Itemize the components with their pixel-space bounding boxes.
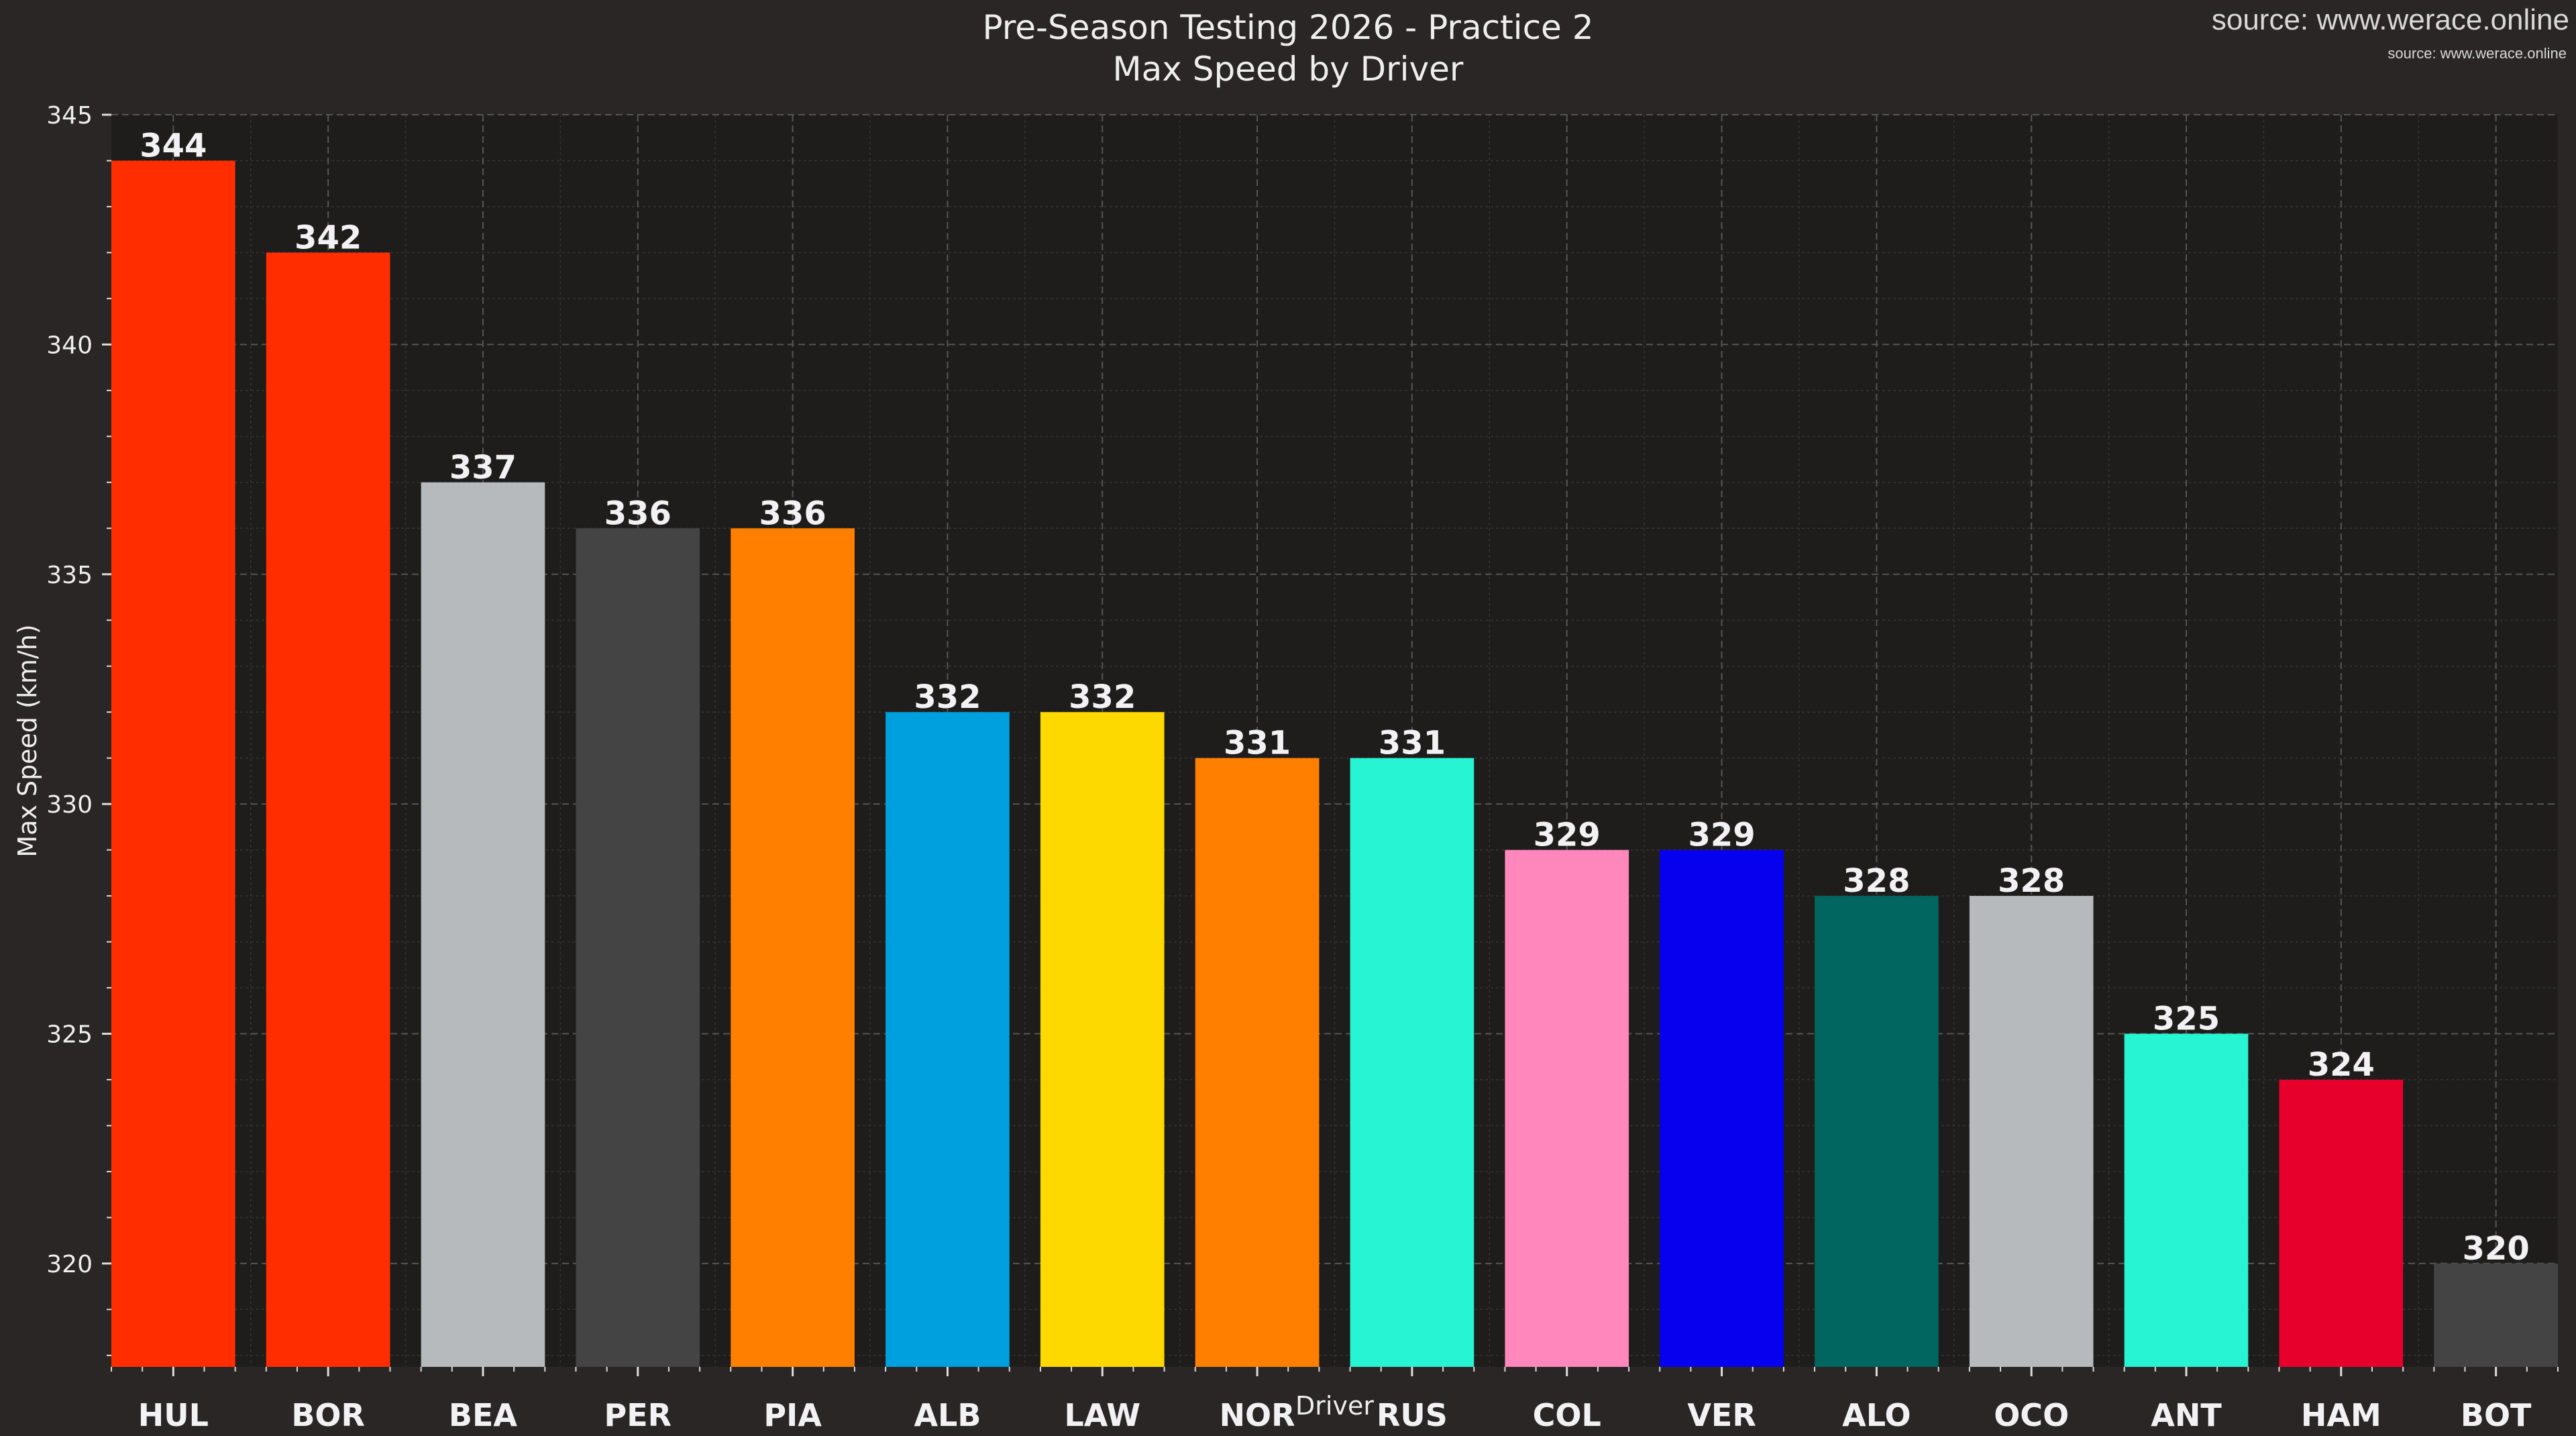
y-tick-label: 320 [46, 1251, 93, 1278]
chart-subtitle: Max Speed by Driver [1112, 50, 1464, 89]
data-label: 331 [1379, 725, 1446, 762]
bar-alb [885, 712, 1010, 1367]
x-tick-label: HUL [138, 1397, 209, 1433]
data-label: 331 [1224, 725, 1291, 762]
y-tick-label: 335 [46, 562, 93, 589]
data-label: 336 [759, 495, 826, 532]
source-label-small: source: www.werace.online [2387, 45, 2567, 62]
y-axis-label: Max Speed (km/h) [13, 624, 42, 857]
x-tick-label: OCO [1994, 1397, 2069, 1433]
data-label: 328 [1998, 862, 2065, 900]
bar-law [1040, 712, 1165, 1367]
bar-ham [2279, 1080, 2404, 1367]
x-tick-label: ANT [2151, 1397, 2222, 1433]
y-tick-label: 345 [46, 102, 93, 130]
x-tick-label: BEA [449, 1397, 517, 1433]
bar-rus [1350, 758, 1474, 1367]
data-label: 325 [2153, 1001, 2220, 1038]
source-label: source: www.werace.online [2211, 3, 2569, 36]
y-tick-label: 340 [46, 331, 93, 359]
data-label: 332 [914, 678, 981, 716]
data-label: 332 [1069, 678, 1136, 716]
bar-pia [731, 528, 855, 1367]
y-tick-label: 330 [46, 791, 93, 819]
x-tick-label: ALO [1842, 1397, 1911, 1433]
data-label: 329 [1534, 817, 1601, 854]
data-label: 344 [140, 127, 207, 164]
x-tick-label: PER [604, 1397, 672, 1433]
x-tick-label: RUS [1377, 1397, 1448, 1433]
bar-alo [1815, 896, 1939, 1367]
bar-ver [1660, 850, 1784, 1367]
bar-hul [111, 160, 235, 1368]
bar-oco [1969, 896, 2094, 1367]
bar-col [1505, 850, 1629, 1367]
data-label: 320 [2463, 1230, 2530, 1268]
data-label: 337 [449, 449, 517, 486]
x-tick-label: VER [1687, 1397, 1756, 1433]
x-tick-label: LAW [1064, 1397, 1140, 1433]
bar-nor [1195, 758, 1320, 1367]
chart-title: Pre-Season Testing 2026 - Practice 2 [982, 8, 1594, 47]
data-label: 328 [1843, 862, 1910, 900]
bar-ant [2124, 1033, 2249, 1367]
bar-per [576, 528, 700, 1367]
x-tick-label: COL [1533, 1397, 1601, 1433]
bar-bot [2434, 1263, 2558, 1367]
x-tick-label: BOT [2461, 1397, 2532, 1433]
x-tick-label: NOR [1220, 1397, 1295, 1433]
data-label: 336 [604, 495, 672, 532]
x-tick-label: BOR [291, 1397, 365, 1433]
x-tick-label: ALB [914, 1397, 981, 1433]
data-label: 329 [1688, 817, 1755, 854]
x-tick-label: PIA [763, 1397, 822, 1433]
y-tick-label: 325 [46, 1021, 93, 1049]
bar-bor [266, 252, 390, 1368]
bar-bea [421, 482, 545, 1367]
data-label: 324 [2308, 1046, 2375, 1084]
data-label: 342 [294, 219, 362, 256]
x-tick-label: HAM [2301, 1397, 2381, 1433]
x-axis-label: Driver [1295, 1391, 1374, 1421]
